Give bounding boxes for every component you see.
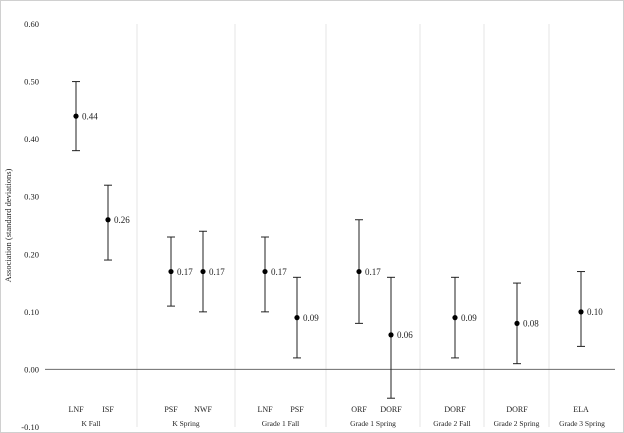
data-point: [200, 268, 206, 275]
data-point: [105, 217, 111, 223]
period-label: Grade 3 Spring: [559, 419, 605, 428]
y-tick-label: 0.00: [24, 364, 39, 374]
measure-label: NWF: [194, 405, 212, 414]
data-label: 0.08: [523, 319, 539, 329]
data-marks: 0.44 0.26 0.17 0.17 0.17 0.09 0.17 0.06 0.09 0.08…: [72, 81, 603, 399]
measure-label: ORF: [351, 405, 367, 414]
data-label: 0.06: [397, 330, 413, 340]
data-point: [578, 309, 584, 315]
measure-label: DORF: [444, 405, 466, 414]
data-point: [452, 315, 458, 321]
period-label: Grade 1 Fall: [262, 419, 300, 428]
measure-label: ELA: [573, 405, 589, 414]
measure-label: LNF: [68, 405, 84, 414]
measure-label: PSF: [290, 405, 304, 414]
period-label: Grade 1 Spring: [350, 419, 396, 428]
data-label: 0.17: [209, 267, 225, 277]
data-point: [262, 268, 268, 275]
period-label: K Fall: [82, 419, 101, 428]
measure-label: ISF: [102, 405, 114, 414]
data-label: 0.17: [365, 267, 381, 277]
data-point: [294, 315, 300, 321]
y-tick-label: 0.50: [24, 77, 39, 87]
data-label: 0.26: [114, 215, 130, 225]
data-label: 0.17: [177, 267, 193, 277]
data-label: 0.09: [461, 313, 477, 323]
y-tick-label: 0.10: [24, 307, 39, 317]
y-tick-label: 0.20: [24, 249, 39, 259]
data-point: [514, 320, 520, 326]
group-separators: [136, 24, 550, 427]
y-tick-label: 0.40: [24, 134, 39, 144]
data-point: [356, 268, 362, 275]
period-label: K Spring: [172, 419, 200, 428]
data-label: 0.17: [271, 267, 287, 277]
y-tick-label: 0.60: [24, 19, 39, 29]
data-point: [73, 113, 79, 119]
data-label: 0.44: [82, 111, 98, 121]
period-label: Grade 2 Spring: [494, 419, 540, 428]
y-axis: -0.10 0.00 0.10 0.20 0.30 0.40 0.50 0.60: [21, 19, 39, 432]
period-label: Grade 2 Fall: [433, 419, 471, 428]
measure-label: DORF: [506, 405, 528, 414]
measure-label: LNF: [257, 405, 273, 414]
data-label: 0.09: [303, 313, 319, 323]
y-axis-label: Association (standard deviations): [3, 168, 13, 282]
measure-label: DORF: [380, 405, 402, 414]
data-point: [388, 332, 394, 338]
y-tick-label: 0.30: [24, 192, 39, 202]
data-point: [168, 268, 174, 275]
data-label: 0.10: [587, 307, 603, 317]
measure-label: PSF: [164, 405, 178, 414]
y-tick-label: -0.10: [21, 422, 39, 432]
